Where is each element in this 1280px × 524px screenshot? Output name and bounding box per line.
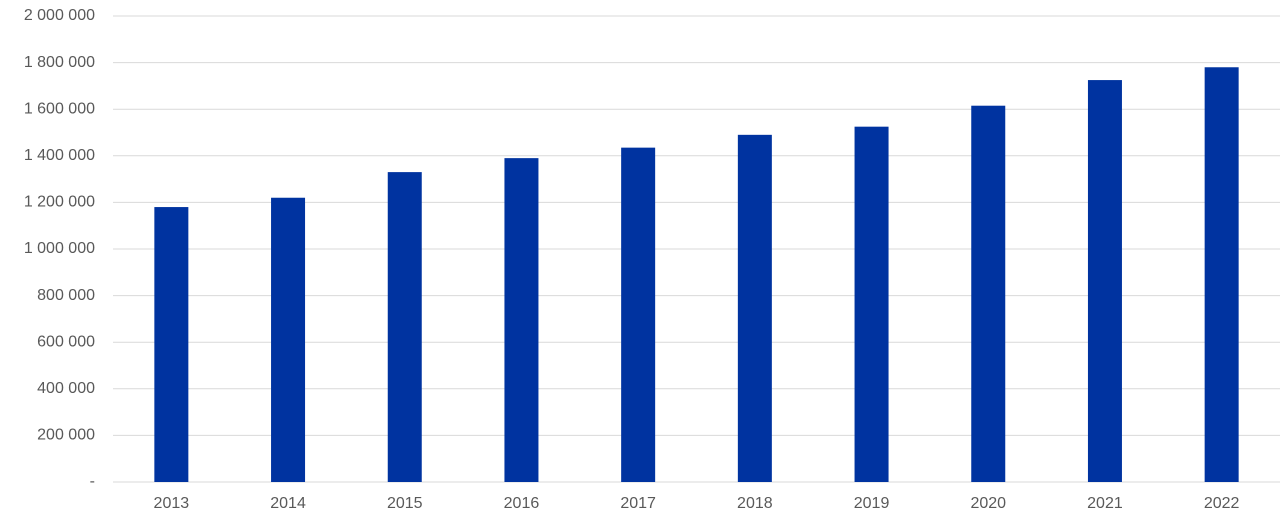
bar (854, 126, 889, 483)
x-tick-label: 2018 (737, 495, 773, 512)
y-tick-label: 1 400 000 (24, 147, 95, 164)
x-tick-label: 2013 (154, 495, 190, 512)
bar (154, 207, 189, 482)
x-tick-label: 2017 (620, 495, 656, 512)
y-tick-label: 1 000 000 (24, 240, 95, 257)
bar (1087, 80, 1122, 482)
bar (1204, 67, 1239, 482)
x-tick-label: 2022 (1204, 495, 1240, 512)
y-tick-label: 1 600 000 (24, 100, 95, 117)
bar (504, 158, 539, 482)
y-tick-label: 1 800 000 (24, 54, 95, 71)
bar (971, 105, 1006, 482)
x-tick-label: 2015 (387, 495, 423, 512)
y-tick-label: 400 000 (37, 380, 95, 397)
y-tick-label: 800 000 (37, 287, 95, 304)
x-tick-label: 2019 (854, 495, 890, 512)
y-tick-label: 200 000 (37, 427, 95, 444)
y-tick-label: - (90, 473, 95, 490)
bar (737, 134, 772, 482)
bar (387, 172, 422, 483)
x-tick-label: 2021 (1087, 495, 1123, 512)
y-tick-label: 1 200 000 (24, 194, 95, 211)
bar (271, 197, 306, 483)
y-tick-label: 600 000 (37, 333, 95, 350)
x-tick-label: 2020 (970, 495, 1006, 512)
bar (621, 147, 656, 482)
x-tick-label: 2014 (270, 495, 306, 512)
y-tick-label: 2 000 000 (24, 7, 95, 24)
x-tick-label: 2016 (504, 495, 540, 512)
